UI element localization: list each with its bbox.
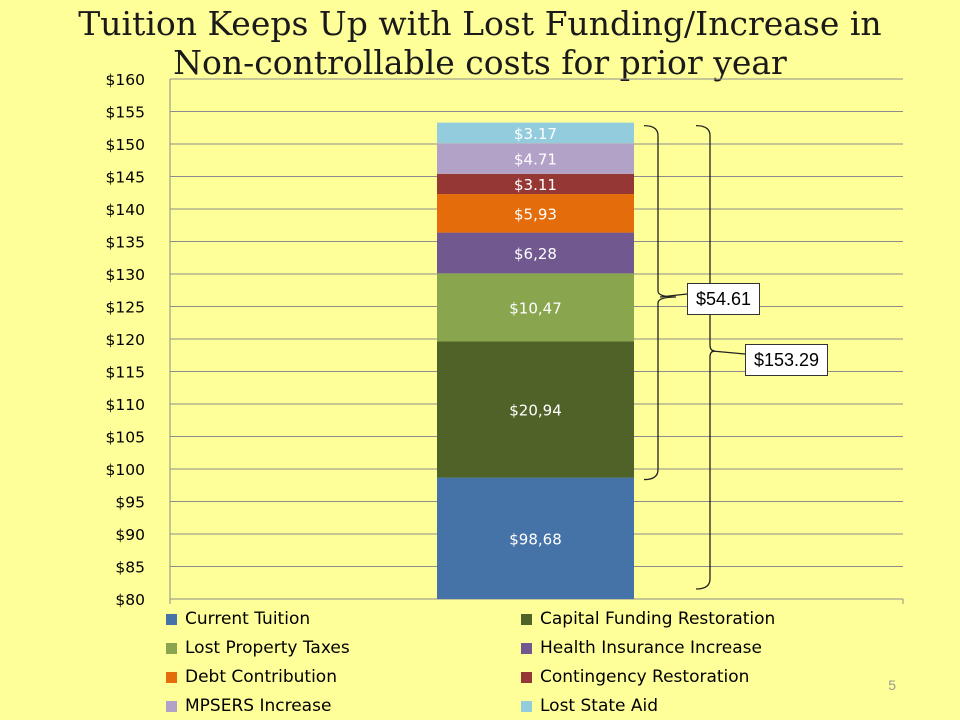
bar-segment-current-tuition [437, 477, 634, 599]
bar-segment-lost-state-aid [437, 122, 634, 144]
y-tick-label: $95 [115, 494, 145, 512]
y-tick-label: $145 [106, 169, 145, 187]
total-connector [711, 350, 746, 355]
legend-item: Contingency Restoration [521, 664, 906, 690]
data-label: $4.71 [514, 151, 557, 169]
y-tick-label: $160 [106, 71, 145, 89]
total-callout: $153.29 [745, 344, 829, 376]
legend-swatch [166, 642, 177, 654]
data-label: $98,68 [509, 530, 562, 548]
legend-item: Lost State Aid [521, 693, 906, 719]
title-line-1: Tuition Keeps Up with Lost Funding/Incre… [78, 4, 882, 43]
y-tick-label: $85 [115, 559, 145, 577]
y-tick-label: $105 [106, 429, 145, 447]
legend-label: Capital Funding Restoration [540, 609, 776, 629]
legend-swatch [166, 671, 177, 683]
data-label: $5,93 [514, 205, 557, 223]
bar-segment-debt-contribution [437, 194, 634, 233]
legend-item: Debt Contribution [166, 664, 521, 690]
legend-item: MPSERS Increase [166, 693, 521, 719]
bar-segment-health-insurance-increase [437, 232, 634, 274]
data-label: $6,28 [514, 245, 557, 263]
legend-swatch [521, 642, 532, 654]
subtotal-brace [643, 124, 677, 481]
subtotal-callout: $54.61 [687, 283, 761, 315]
data-label: $10,47 [509, 299, 562, 317]
legend-label: Debt Contribution [185, 667, 337, 687]
data-label: $3.11 [514, 176, 557, 194]
y-tick-label: $120 [106, 331, 145, 349]
legend-label: Health Insurance Increase [540, 638, 762, 658]
y-tick-label: $155 [106, 104, 145, 122]
legend-swatch [521, 613, 532, 625]
total-brace [695, 124, 716, 590]
legend-label: Current Tuition [185, 609, 311, 629]
legend-label: MPSERS Increase [185, 696, 332, 716]
chart-legend: Current Tuition Capital Funding Restorati… [166, 606, 906, 719]
subtotal-connector [659, 293, 688, 298]
y-tick-label: $130 [106, 266, 145, 284]
title-line-2: Non-controllable costs for prior year [173, 43, 787, 82]
data-label: $20,94 [509, 402, 562, 420]
y-tick-label: $115 [106, 364, 145, 382]
y-tick-label: $100 [106, 461, 145, 479]
legend-label: Contingency Restoration [540, 667, 750, 687]
y-tick-label: $140 [106, 201, 145, 219]
page-number: 5 [888, 677, 896, 693]
bar-segment-mpsers-increase [437, 143, 634, 174]
legend-label: Lost State Aid [540, 696, 659, 716]
y-tick-label: $90 [115, 526, 145, 544]
y-tick-label: $150 [106, 136, 145, 154]
legend-swatch [521, 700, 532, 712]
legend-swatch [166, 613, 177, 625]
legend-swatch [521, 671, 532, 683]
y-tick-label: $135 [106, 234, 145, 252]
data-label: $3.17 [514, 125, 557, 143]
y-tick-label: $125 [106, 299, 145, 317]
bar-segment-contingency-restoration [437, 173, 634, 195]
legend-item: Capital Funding Restoration [521, 606, 906, 632]
legend-swatch [166, 700, 177, 712]
y-tick-label: $80 [115, 591, 145, 609]
legend-item: Lost Property Taxes [166, 635, 521, 661]
legend-item: Health Insurance Increase [521, 635, 906, 661]
legend-item: Current Tuition [166, 606, 521, 632]
bar-segment-lost-property-taxes [437, 273, 634, 342]
bar-segment-capital-funding-restoration [437, 341, 634, 478]
y-tick-label: $110 [106, 396, 145, 414]
legend-label: Lost Property Taxes [185, 638, 350, 658]
chart-title: Tuition Keeps Up with Lost Funding/Incre… [0, 4, 960, 82]
